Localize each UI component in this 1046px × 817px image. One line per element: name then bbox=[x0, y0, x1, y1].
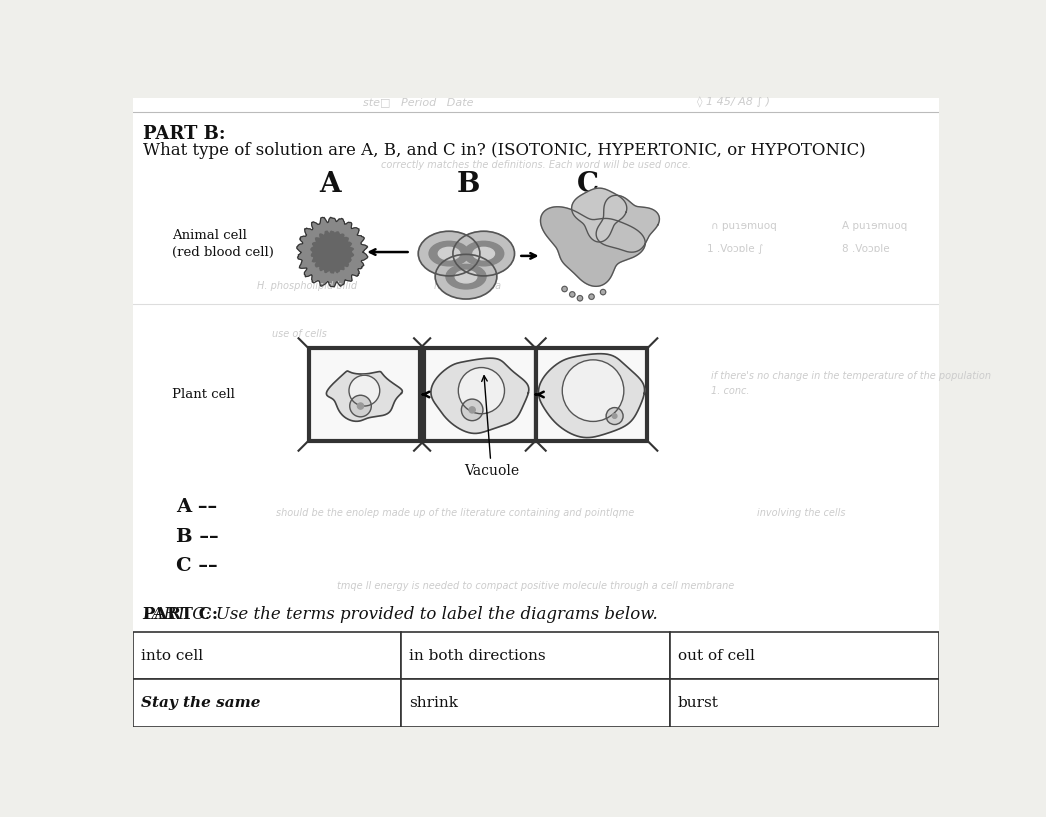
Text: should be the enolep made up of the literature containing and pointlqme: should be the enolep made up of the lite… bbox=[276, 508, 634, 518]
Text: Animal cell
(red blood cell): Animal cell (red blood cell) bbox=[172, 230, 274, 259]
Text: A: A bbox=[319, 172, 341, 199]
Text: if there's no change in the temperature of the population: if there's no change in the temperature … bbox=[711, 371, 991, 381]
Circle shape bbox=[458, 368, 504, 413]
Circle shape bbox=[349, 375, 380, 406]
Ellipse shape bbox=[455, 270, 477, 283]
Polygon shape bbox=[311, 231, 354, 273]
Circle shape bbox=[570, 292, 575, 297]
Text: C: C bbox=[576, 172, 598, 199]
FancyBboxPatch shape bbox=[424, 348, 536, 440]
Polygon shape bbox=[571, 188, 627, 242]
Polygon shape bbox=[596, 195, 659, 252]
Text: B: B bbox=[457, 172, 480, 199]
Ellipse shape bbox=[446, 265, 486, 289]
Text: A puɿɘmuoq: A puɿɘmuoq bbox=[842, 221, 907, 231]
Circle shape bbox=[577, 296, 583, 301]
Text: ∩ puɿɘmuoq: ∩ puɿɘmuoq bbox=[711, 221, 776, 231]
Text: correctly matches the definitions. Each word will be used once.: correctly matches the definitions. Each … bbox=[381, 159, 691, 170]
Text: H. phospholipid bilid: H. phospholipid bilid bbox=[256, 281, 357, 291]
Bar bbox=[134, 632, 402, 680]
Circle shape bbox=[461, 400, 483, 421]
Text: ste□   Period   Date: ste□ Period Date bbox=[363, 98, 474, 108]
Circle shape bbox=[589, 294, 594, 299]
Bar bbox=[670, 680, 938, 727]
Circle shape bbox=[600, 289, 606, 295]
Text: burst: burst bbox=[678, 696, 719, 710]
Text: Vacuole: Vacuole bbox=[463, 376, 519, 478]
Ellipse shape bbox=[473, 248, 495, 260]
Text: out of cell: out of cell bbox=[678, 649, 754, 663]
Bar bbox=[402, 680, 670, 727]
Ellipse shape bbox=[435, 254, 497, 299]
Text: C ––: C –– bbox=[176, 557, 218, 575]
Text: Plant cell: Plant cell bbox=[172, 388, 234, 401]
Circle shape bbox=[358, 403, 364, 409]
FancyBboxPatch shape bbox=[309, 348, 420, 440]
Ellipse shape bbox=[418, 231, 480, 276]
Ellipse shape bbox=[463, 241, 504, 266]
Text: A ––: A –– bbox=[176, 498, 217, 516]
Polygon shape bbox=[539, 354, 644, 438]
FancyBboxPatch shape bbox=[536, 348, 647, 440]
Circle shape bbox=[612, 413, 617, 418]
Ellipse shape bbox=[453, 231, 515, 276]
Text: involving the cells: involving the cells bbox=[757, 508, 845, 518]
Text: What type of solution are A, B, and C in? (ISOTONIC, HYPERTONIC, or HYPOTONIC): What type of solution are A, B, and C in… bbox=[142, 142, 865, 159]
Text: ◊ 1 45/ A8 ∫ ): ◊ 1 45/ A8 ∫ ) bbox=[698, 97, 771, 109]
Text: 1 .Voɔɒle ∫: 1 .Voɔɒle ∫ bbox=[707, 244, 764, 254]
Text: 8 .Voɔɒle: 8 .Voɔɒle bbox=[842, 244, 889, 254]
Text: norv    bvaela: norv bvaela bbox=[434, 281, 501, 291]
Text: PART B:: PART B: bbox=[142, 125, 225, 143]
Polygon shape bbox=[541, 207, 645, 286]
Bar bbox=[670, 632, 938, 680]
Circle shape bbox=[606, 408, 623, 425]
Bar bbox=[134, 680, 402, 727]
Ellipse shape bbox=[438, 248, 460, 260]
Text: use of cells: use of cells bbox=[272, 328, 326, 339]
Text: shrink: shrink bbox=[409, 696, 458, 710]
Bar bbox=[402, 632, 670, 680]
Text: tmqe ll energy is needed to compact positive molecule through a cell membrane: tmqe ll energy is needed to compact posi… bbox=[338, 582, 734, 592]
Text: Stay the same: Stay the same bbox=[141, 696, 260, 710]
Circle shape bbox=[563, 359, 623, 422]
Text: PART C:: PART C: bbox=[142, 606, 218, 623]
Polygon shape bbox=[431, 358, 529, 434]
Polygon shape bbox=[326, 371, 403, 422]
Ellipse shape bbox=[429, 241, 469, 266]
Text: B ––: B –– bbox=[176, 528, 219, 546]
Circle shape bbox=[349, 395, 371, 417]
Polygon shape bbox=[297, 217, 368, 287]
Text: in both directions: in both directions bbox=[409, 649, 546, 663]
Text: into cell: into cell bbox=[141, 649, 203, 663]
Circle shape bbox=[469, 407, 475, 413]
Circle shape bbox=[562, 286, 567, 292]
Text: PART C: Use the terms provided to label the diagrams below.: PART C: Use the terms provided to label … bbox=[142, 606, 658, 623]
Text: 1. conc.: 1. conc. bbox=[711, 386, 749, 396]
